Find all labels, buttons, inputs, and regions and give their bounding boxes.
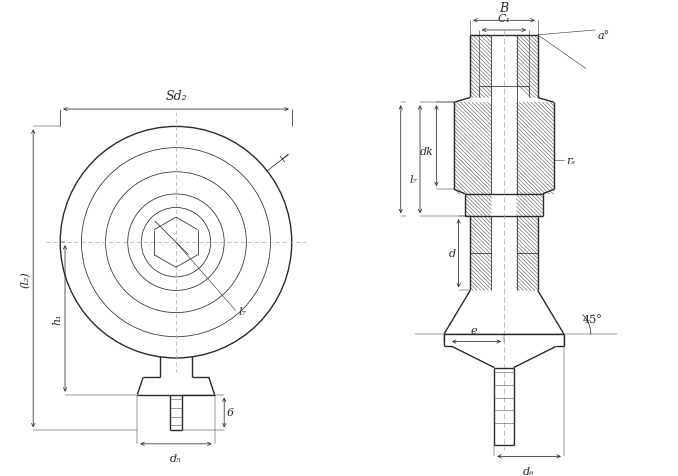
Text: a°: a°: [597, 31, 610, 40]
Text: h₁: h₁: [52, 313, 62, 325]
Text: Sd₂: Sd₂: [165, 90, 186, 103]
Text: (l₂): (l₂): [20, 270, 31, 287]
Text: l₇: l₇: [239, 306, 247, 316]
Text: C₁: C₁: [498, 14, 511, 24]
Text: 45°: 45°: [583, 315, 603, 325]
Text: l₇: l₇: [409, 174, 417, 184]
Text: d₆: d₆: [523, 466, 535, 476]
Text: d: d: [449, 248, 456, 258]
Text: B: B: [500, 1, 508, 15]
Text: d₅: d₅: [170, 454, 182, 464]
Text: e: e: [471, 325, 477, 335]
Text: dk: dk: [420, 146, 433, 156]
Text: 6: 6: [227, 407, 234, 417]
Text: rₛ: rₛ: [567, 156, 576, 166]
